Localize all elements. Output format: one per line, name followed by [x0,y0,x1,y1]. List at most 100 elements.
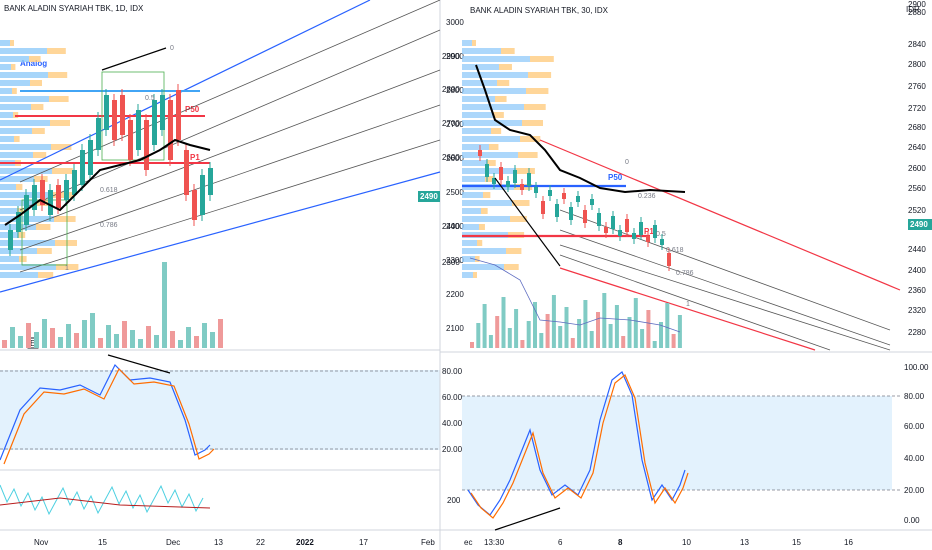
right-volume-profile-bar [462,144,489,150]
left-candle [104,95,109,130]
left-time-tick-3: 13 [214,538,223,547]
left-time-tick-6: 17 [359,538,368,547]
right-volume-bar [608,324,613,348]
right-p1-label: P1 [644,227,654,236]
left-candle [208,168,213,195]
left-volume-profile-bar [0,208,17,214]
left-volume-profile-bar [0,72,48,78]
left-volume-bar [90,313,95,348]
left-candle [32,185,37,210]
right-candle [611,216,615,229]
right-fib-label-0: 0 [625,159,629,166]
right-volume-profile-bar-orange [526,88,549,94]
right-candle [660,239,664,245]
left-volume-profile-bar-orange [48,72,68,78]
left-volume-profile-bar-orange [50,120,70,126]
left-candle [200,175,205,215]
left-candle [56,185,61,208]
left-vwap-line [4,138,211,226]
left-volume-profile-bar [0,48,47,54]
left-volume-bar [154,335,159,348]
left-volume-profile-bar-orange [30,80,42,86]
right-stoch-k [467,371,686,516]
right-left-price-tick-8: 2200 [446,290,464,299]
right-volume-bar [476,323,481,348]
left-volume-profile-bar [0,40,10,46]
right-volume-profile-bar-orange [473,272,477,278]
left-candle [128,120,133,160]
left-time-tick-7: Feb [421,538,435,547]
right-volume-profile-bar [462,120,522,126]
right-vwap-line [475,64,686,194]
left-volume-profile-bar [0,64,11,70]
right-volume-profile-bar [462,40,472,46]
right-volume-profile-bar [462,248,506,254]
right-volume-profile-bar-orange [479,224,485,230]
right-volume-profile-bar [462,48,501,54]
left-fork-line-3 [19,104,441,251]
right-price-tick-12: 2440 [908,245,926,254]
left-volume-profile-bar [0,56,29,62]
right-volume-bar [596,312,600,348]
left-volume-bar [34,332,39,348]
right-volume-profile-bar [462,96,495,102]
left-candle [160,95,165,130]
right-volume-bar [520,340,525,348]
right-volume-bar [545,314,550,348]
left-time-tick-2: Dec [166,538,180,547]
right-volume-profile-bar [462,88,526,94]
right-fork-line-2 [559,244,891,351]
left-stoch-arrow [107,354,171,374]
left-stoch-band [0,370,440,450]
left-volume-profile-bar-orange [34,176,48,182]
right-candle [506,181,510,187]
right-volume-profile-bar-orange [491,128,502,134]
right-volume-profile-bar-orange [516,168,535,174]
right-left-price-tick-4: 2600 [446,154,464,163]
left-volume-bar [162,262,167,348]
right-time-tick-7: 16 [844,538,853,547]
left-time-tick-1: 15 [98,538,107,547]
left-panel[interactable] [0,0,440,550]
right-fib-label-3: 0.618 [666,247,684,254]
right-volume-bar [501,297,506,348]
left-volume-profile-bar [0,120,50,126]
right-stoch-tick-3: 40.00 [904,454,925,463]
right-volume-bar [589,331,594,348]
left-volume-bar [122,321,127,348]
left-candle [40,180,45,205]
left-candle [72,170,77,195]
left-volume-bar [130,330,135,348]
right-time-tick-5: 13 [740,538,749,547]
right-channel-upper [539,139,901,291]
right-candle [527,173,531,186]
left-analog-label: Analog [20,59,47,68]
left-candle [8,230,13,250]
left-oscillator-b [0,497,211,509]
left-fork-line-4 [19,139,441,273]
left-fib-label-3: 0.5 [145,95,155,102]
right-volume-bar [495,316,500,348]
left-chart-title: BANK ALADIN SYARIAH TBK, 1D, IDX [4,4,144,13]
left-oscillator-a [0,484,204,516]
left-volume-profile-bar-orange [32,128,45,134]
left-candle [64,180,69,200]
right-fork-line-0 [559,209,891,331]
right-time-tick-0: ec [464,538,472,547]
right-volume-profile-bar-orange [485,176,494,182]
left-candle [144,120,149,170]
right-volume-bar [659,322,663,348]
right-candle [548,190,552,196]
left-volume-bar [10,327,15,348]
left-volume-bar [26,323,31,348]
right-volume-profile-bar-orange [477,240,483,246]
right-stoch-tick-4: 20.00 [904,486,925,495]
right-volume-bar [577,319,582,348]
right-volume-profile-bar [462,216,510,222]
right-price-tick-13: 2400 [908,266,926,275]
right-candle [541,201,545,214]
right-volume-bar [621,336,626,348]
right-stoch-d [470,374,689,519]
right-volume-profile-bar [462,56,530,62]
